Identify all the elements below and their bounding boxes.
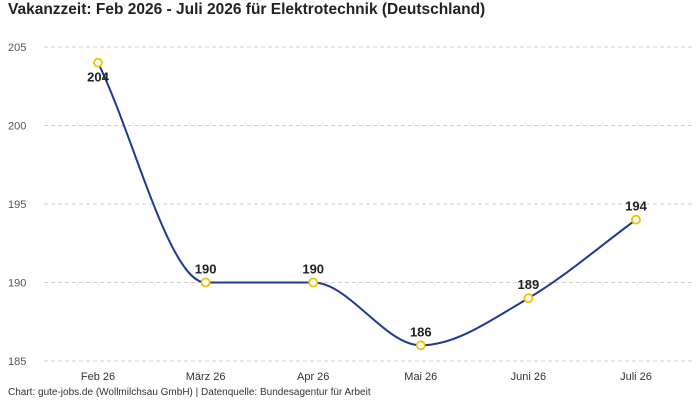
data-label: 186	[410, 324, 432, 339]
data-label: 204	[87, 70, 109, 85]
chart-title: Vakanzzeit: Feb 2026 - Juli 2026 für Ele…	[8, 1, 486, 18]
data-label: 190	[195, 262, 217, 277]
x-tick-label: Mai 26	[404, 371, 437, 383]
y-tick-label: 190	[8, 278, 26, 290]
source-footer: Chart: gute-jobs.de (Wollmilchsau GmbH) …	[8, 387, 371, 398]
data-point	[93, 57, 103, 68]
series-layer	[97, 62, 637, 347]
x-tick-label: Feb 26	[81, 371, 115, 383]
data-point	[200, 277, 211, 288]
y-axis-ticks: 185 190 195 200 205	[8, 42, 26, 368]
y-tick-label: 205	[8, 42, 26, 54]
y-tick-label: 185	[8, 356, 26, 368]
data-point	[523, 293, 534, 304]
data-label: 189	[518, 277, 540, 292]
data-point	[308, 277, 319, 288]
data-point	[631, 214, 641, 225]
y-tick-label: 195	[8, 199, 26, 211]
data-markers	[93, 57, 641, 351]
data-label: 194	[625, 199, 647, 214]
grid-lines	[44, 46, 692, 362]
x-axis-ticks: Feb 26 März 26 Apr 26 Mai 26 Juni 26 Juli 26	[81, 371, 652, 383]
data-label: 190	[302, 262, 324, 277]
x-tick-label: Apr 26	[297, 371, 329, 383]
x-tick-label: Juni 26	[511, 371, 546, 383]
y-tick-label: 200	[8, 121, 26, 133]
x-tick-label: März 26	[186, 371, 226, 383]
data-point	[415, 340, 426, 351]
series-line	[97, 62, 637, 347]
x-tick-label: Juli 26	[620, 371, 652, 383]
data-labels: 204 190 190 186 189 194	[87, 70, 647, 340]
